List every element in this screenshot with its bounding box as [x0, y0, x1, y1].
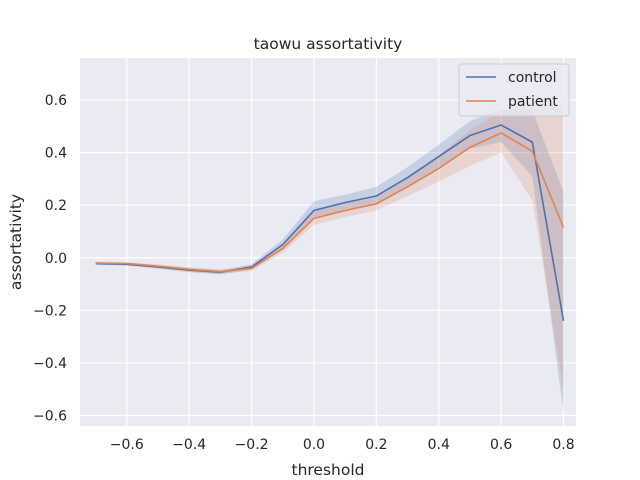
y-tick-label: 0.4	[45, 146, 67, 162]
legend-label-patient: patient	[508, 94, 558, 110]
ci-band-control	[95, 109, 564, 413]
x-tick-labels: −0.6 −0.4 −0.2 0.0 0.2 0.4 0.6 0.8	[110, 437, 575, 453]
x-tick-label: 0.6	[490, 437, 512, 453]
ci-band-patient	[95, 105, 564, 390]
y-tick-labels: −0.6 −0.4 −0.2 0.0 0.2 0.4 0.6	[33, 93, 67, 424]
confidence-bands	[95, 105, 564, 413]
x-tick-label: −0.2	[235, 437, 269, 453]
series-line-patient	[95, 132, 565, 273]
series-lines	[95, 124, 565, 321]
x-tick-label: 0.8	[552, 437, 574, 453]
x-tick-label: 0.0	[303, 437, 325, 453]
chart-title: taowu assortativity	[254, 35, 403, 53]
y-tick-label: −0.2	[33, 303, 67, 319]
plot-background	[80, 58, 576, 426]
y-tick-label: 0.6	[45, 93, 67, 109]
x-tick-label: −0.6	[110, 437, 144, 453]
grid-lines	[80, 58, 576, 426]
y-tick-label: −0.4	[33, 356, 67, 372]
x-tick-label: 0.2	[365, 437, 387, 453]
legend-label-control: control	[508, 70, 557, 86]
x-axis-title: threshold	[292, 461, 365, 479]
x-tick-label: 0.4	[428, 437, 450, 453]
legend: control patient	[458, 63, 570, 117]
y-tick-label: 0.2	[45, 198, 67, 214]
y-tick-label: 0.0	[45, 251, 67, 267]
x-tick-label: −0.4	[172, 437, 206, 453]
y-tick-label: −0.6	[33, 408, 67, 424]
y-axis-title: assortativity	[7, 194, 25, 290]
